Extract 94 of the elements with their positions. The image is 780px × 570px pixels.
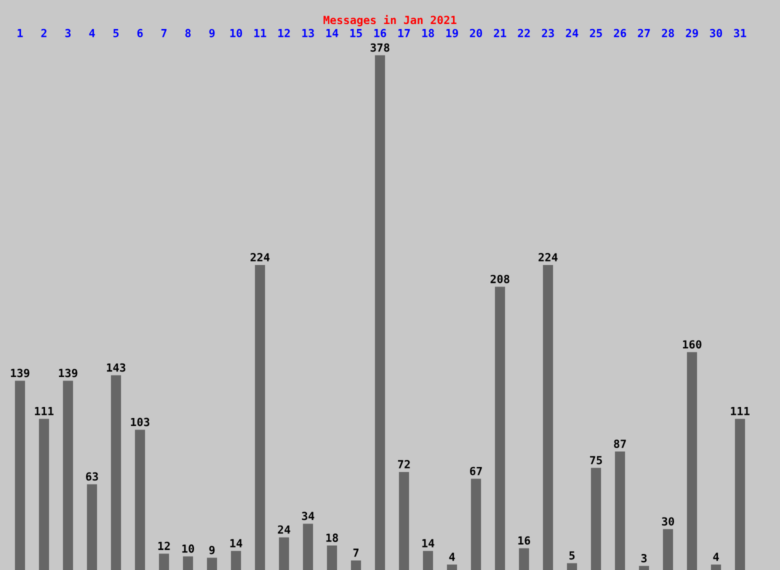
x-tick-label: 24 (566, 28, 578, 38)
x-tick-label: 12 (278, 28, 290, 38)
data-label: 3 (641, 554, 647, 562)
data-label: 224 (250, 253, 270, 262)
x-tick-label: 5 (113, 29, 119, 38)
bar (182, 556, 194, 570)
bar (710, 564, 722, 570)
bar (374, 55, 386, 570)
bar (350, 560, 362, 570)
bar (590, 468, 602, 570)
x-tick-label: 3 (65, 28, 71, 38)
bar (230, 550, 242, 570)
data-label: 87 (614, 440, 626, 448)
x-tick-label: 2 (41, 28, 46, 38)
x-tick-label: 23 (542, 28, 554, 38)
data-label: 143 (106, 363, 126, 372)
bar (734, 418, 746, 570)
data-label: 63 (86, 472, 98, 481)
x-tick-label: 11 (254, 29, 266, 38)
chart-title: Messages in Jan 2021 (324, 14, 456, 26)
x-tick-label: 26 (614, 28, 626, 38)
bar (686, 352, 698, 570)
bar (86, 484, 98, 570)
data-label: 111 (34, 407, 54, 416)
bar (158, 554, 170, 570)
x-tick-label: 9 (209, 28, 215, 38)
bar (254, 264, 266, 570)
x-tick-label: 30 (710, 28, 722, 38)
data-label: 24 (278, 525, 290, 534)
data-label: 16 (518, 536, 530, 545)
x-tick-label: 18 (422, 28, 434, 38)
bar (14, 380, 26, 570)
data-label: 139 (58, 368, 78, 378)
bar (518, 548, 530, 570)
data-label: 4 (449, 552, 455, 561)
data-label: 160 (682, 340, 702, 349)
bar (278, 537, 290, 570)
data-label: 72 (398, 460, 410, 468)
data-label: 18 (326, 534, 338, 542)
bar (494, 286, 506, 570)
bar (638, 566, 650, 570)
data-label: 14 (230, 539, 242, 548)
x-tick-label: 7 (161, 29, 167, 38)
x-tick-label: 10 (230, 28, 242, 38)
bar (134, 430, 146, 570)
bar (206, 558, 218, 570)
x-tick-label: 27 (638, 28, 650, 38)
bar (110, 375, 122, 570)
x-tick-label: 8 (185, 28, 191, 38)
data-label: 14 (422, 539, 434, 548)
bar (302, 524, 314, 570)
x-tick-label: 31 (734, 28, 746, 38)
x-tick-label: 22 (518, 28, 530, 38)
data-label: 34 (302, 512, 314, 520)
data-label: 103 (130, 418, 150, 426)
bar (566, 563, 578, 570)
x-tick-label: 1 (18, 29, 23, 38)
bar (62, 380, 74, 570)
data-label: 9 (209, 546, 215, 554)
bar (398, 472, 410, 570)
data-label: 224 (538, 253, 558, 262)
x-tick-label: 13 (302, 28, 314, 38)
x-tick-label: 20 (470, 28, 482, 38)
bar (662, 529, 674, 570)
x-tick-label: 4 (89, 29, 95, 38)
data-label: 75 (590, 456, 602, 464)
x-tick-label: 28 (662, 28, 674, 38)
x-tick-label: 21 (494, 28, 506, 38)
data-label: 67 (470, 466, 482, 476)
x-tick-label: 15 (350, 29, 362, 38)
data-label: 30 (662, 517, 674, 526)
data-label: 12 (158, 542, 170, 550)
data-label: 111 (730, 407, 750, 416)
bar (446, 564, 458, 570)
data-label: 5 (569, 551, 575, 560)
x-tick-label: 29 (686, 28, 698, 38)
x-tick-label: 19 (446, 28, 458, 38)
bar (326, 545, 338, 570)
x-tick-label: 17 (398, 29, 410, 38)
x-tick-label: 14 (326, 29, 338, 38)
data-label: 208 (490, 274, 510, 284)
bar (422, 550, 434, 570)
bar (542, 264, 554, 570)
bar (470, 478, 482, 570)
x-tick-label: 16 (374, 28, 386, 38)
data-label: 139 (10, 368, 30, 378)
data-label: 4 (713, 552, 719, 561)
x-tick-label: 25 (590, 28, 602, 38)
data-label: 378 (370, 43, 390, 52)
data-label: 7 (353, 548, 359, 557)
bar (38, 418, 50, 570)
data-label: 10 (182, 544, 194, 553)
x-tick-label: 6 (137, 28, 143, 38)
bar (614, 452, 626, 570)
